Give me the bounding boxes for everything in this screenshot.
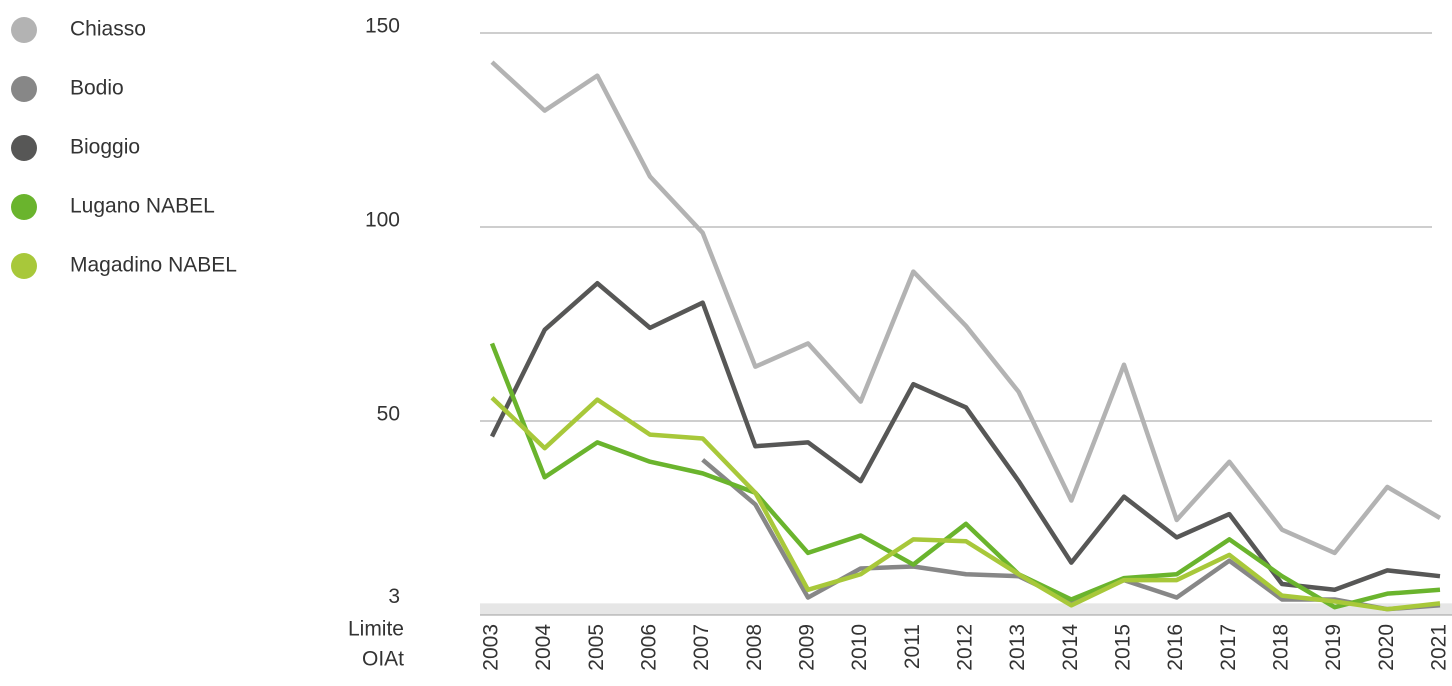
legend-swatch [11, 76, 37, 102]
x-tick-label: 2008 [743, 624, 766, 671]
x-tick-label: 2011 [901, 624, 924, 669]
limit-label: Limite [348, 618, 404, 641]
x-tick-label: 2003 [480, 624, 503, 671]
limit-band [480, 603, 1452, 615]
x-tick-label: 2016 [1164, 624, 1187, 671]
series-line [489, 342, 1441, 610]
x-tick-label: 2021 [1428, 624, 1451, 671]
x-tick-label: 2009 [796, 624, 819, 671]
x-tick-label: 2020 [1375, 624, 1398, 671]
x-tick-label: 2005 [585, 624, 608, 671]
x-tick-label: 2017 [1217, 624, 1240, 671]
x-tick-label: 2018 [1270, 624, 1293, 671]
legend-label: Bioggio [70, 136, 140, 159]
series-line [490, 396, 1441, 612]
y-tick-label: 150 [365, 15, 400, 38]
legend-label: Bodio [70, 77, 124, 100]
y-tick-label: 100 [365, 209, 400, 232]
x-tick-label: 2007 [690, 624, 713, 671]
series-line [490, 60, 1442, 556]
x-tick-label: 2006 [638, 624, 661, 671]
x-tick-label: 2019 [1322, 624, 1345, 671]
legend-swatch [11, 17, 37, 43]
x-tick-label: 2004 [532, 624, 555, 671]
limit-label: OIAt [362, 648, 404, 671]
legend-swatch [11, 253, 37, 279]
legend-swatch [11, 194, 37, 220]
series-line [489, 281, 1441, 593]
x-tick-label: 2010 [848, 624, 871, 671]
legend-swatch [11, 135, 37, 161]
legend-label: Chiasso [70, 18, 146, 41]
legend-label: Lugano NABEL [70, 195, 215, 218]
y-tick-label: 3 [388, 585, 400, 608]
x-tick-label: 2012 [954, 624, 977, 671]
x-tick-label: 2015 [1112, 624, 1135, 671]
x-tick-label: 2014 [1059, 624, 1082, 671]
x-tick-label: 2013 [1006, 624, 1029, 671]
y-tick-label: 50 [377, 403, 400, 426]
legend-label: Magadino NABEL [70, 254, 237, 277]
